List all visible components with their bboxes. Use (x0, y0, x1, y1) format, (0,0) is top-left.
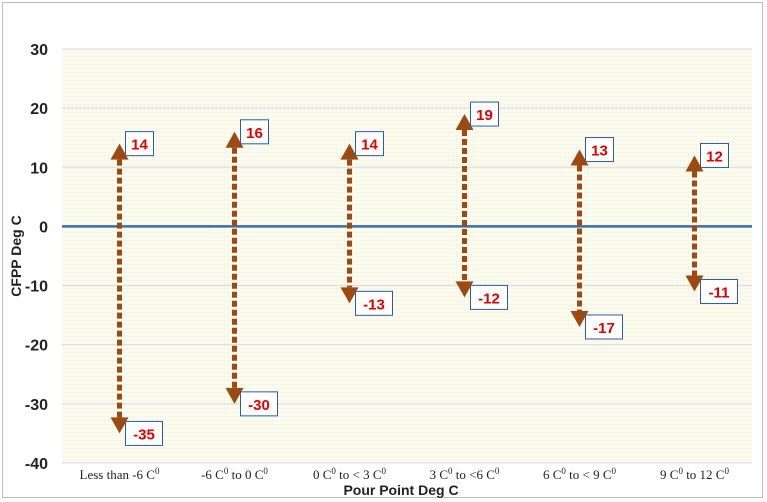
y-tick-label: 0 (39, 219, 48, 236)
y-axis-title: CFPP Deg C (8, 215, 24, 296)
x-tick-label: 3 C0 to <6 C0 (430, 466, 500, 482)
value-label-box (585, 137, 614, 163)
arrow-head-up (455, 114, 474, 131)
value-label-box (470, 284, 508, 310)
value-label-box (700, 142, 729, 168)
value-label-box (125, 131, 154, 157)
arrow-head-down (110, 417, 129, 434)
arrow-head-up (685, 155, 704, 172)
y-tick-label: 30 (30, 42, 48, 59)
value-label-box (240, 391, 278, 417)
x-tick-label: Less than -6 C0 (80, 466, 160, 482)
max-value-label: 14 (361, 137, 378, 154)
arrow-head-up (570, 149, 589, 166)
x-tick-label: -6 C0 to 0 C0 (201, 466, 268, 482)
y-tick-label: -40 (25, 456, 48, 473)
min-value-label: -30 (248, 397, 270, 414)
min-value-label: -12 (478, 290, 500, 307)
arrow-head-down (685, 275, 704, 292)
max-value-label: 14 (131, 137, 148, 154)
max-value-label: 16 (246, 125, 263, 142)
min-value-label: -35 (133, 426, 155, 443)
value-label-box (700, 278, 738, 304)
arrow-head-down (570, 310, 589, 327)
min-value-label: -11 (709, 284, 730, 301)
arrow-head-up (340, 143, 359, 160)
gridlines (62, 48, 752, 464)
y-tick-label: 20 (30, 101, 48, 118)
plot-area (62, 49, 752, 463)
y-tick-label: 10 (30, 160, 48, 177)
value-labels: 14 -35 16 -30 14 -13 19 -12 13 -17 12 -11 (125, 101, 738, 446)
arrows (110, 114, 704, 434)
arrow-head-down (455, 281, 474, 298)
max-value-label: 19 (476, 107, 493, 124)
arrow-head-down (225, 387, 244, 404)
x-axis-categories: Less than -6 C0 -6 C0 to 0 C0 0 C0 to < 3 … (80, 466, 730, 482)
value-label-box (470, 101, 499, 127)
max-value-label: 12 (706, 148, 723, 165)
value-label-box (585, 314, 623, 340)
arrow-head-down (340, 287, 359, 304)
min-value-label: -13 (363, 296, 385, 313)
x-tick-label: 0 C0 to < 3 C0 (313, 466, 387, 482)
arrow-head-up (225, 131, 244, 148)
arrow-head-up (110, 143, 129, 160)
max-value-label: 13 (591, 143, 608, 160)
value-label-box (355, 131, 384, 157)
y-tick-label: -10 (25, 279, 48, 296)
value-label-box (125, 420, 163, 446)
x-axis-title: Pour Point Deg C (343, 482, 458, 498)
y-axis-ticks: 30 20 10 0 -10 -20 -30 -40 (25, 42, 48, 473)
value-label-box (240, 119, 269, 145)
x-tick-label: 9 C0 to 12 C0 (660, 466, 729, 482)
y-tick-label: -30 (25, 397, 48, 414)
x-tick-label: 6 C0 to < 9 C0 (543, 466, 617, 482)
value-label-box (355, 290, 393, 316)
min-value-label: -17 (593, 320, 615, 337)
y-tick-label: -20 (25, 338, 48, 355)
